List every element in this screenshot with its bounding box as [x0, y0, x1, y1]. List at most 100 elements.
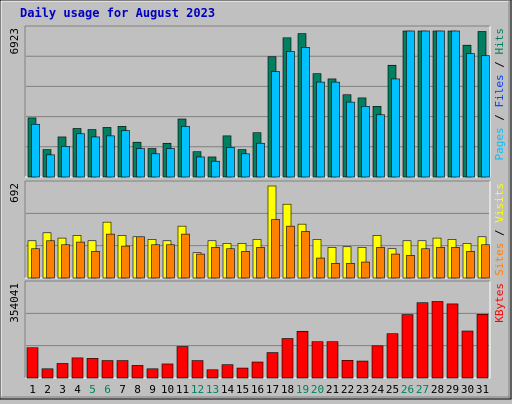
- bar-kbytes: [356, 360, 369, 379]
- bar-kbytes: [116, 360, 129, 379]
- y-max-label: 6923: [8, 28, 21, 55]
- series-sites: [31, 219, 490, 279]
- series-axis-label-part: Hits: [493, 28, 506, 55]
- x-tick-label: 17: [266, 383, 279, 396]
- bar-sites: [391, 253, 400, 279]
- bar-kbytes: [236, 367, 249, 379]
- bar-kbytes: [221, 364, 234, 379]
- bar-sites: [346, 263, 355, 279]
- x-tick-label: 3: [59, 383, 66, 396]
- bar-files: [361, 106, 370, 178]
- bar-files: [271, 71, 280, 178]
- bar-files: [331, 81, 340, 178]
- bar-files: [46, 154, 55, 178]
- bar-sites: [241, 251, 250, 279]
- x-tick-label: 8: [134, 383, 141, 396]
- x-tick-label: 2: [44, 383, 51, 396]
- bar-kbytes: [191, 360, 204, 379]
- y-max-label: 692: [8, 183, 21, 203]
- bar-sites: [436, 247, 445, 279]
- series-axis-label-part: Sites: [493, 243, 506, 276]
- bar-kbytes: [371, 345, 384, 379]
- bar-files: [121, 130, 130, 178]
- x-tick-label: 7: [119, 383, 126, 396]
- bar-kbytes: [161, 363, 174, 379]
- bar-sites: [226, 248, 235, 279]
- x-tick-label: 19: [296, 383, 309, 396]
- bar-sites: [271, 219, 280, 279]
- bar-kbytes: [296, 330, 309, 379]
- series-axis-label-part: Visits: [493, 183, 506, 223]
- bar-files: [226, 147, 235, 178]
- bar-kbytes: [101, 360, 114, 379]
- series-axis-label-part: /: [493, 108, 506, 128]
- bar-files: [481, 55, 490, 178]
- bar-sites: [136, 236, 145, 279]
- series-axis-label: Pages / Files / Hits: [493, 28, 506, 161]
- bar-kbytes: [266, 352, 279, 379]
- bar-kbytes: [476, 314, 489, 379]
- x-tick-label: 12: [191, 383, 204, 396]
- bar-kbytes: [86, 358, 99, 379]
- x-tick-label: 11: [176, 383, 189, 396]
- bar-kbytes: [311, 341, 324, 379]
- bar-sites: [361, 261, 370, 279]
- bar-files: [211, 160, 220, 178]
- bar-sites: [211, 247, 220, 279]
- x-tick-label: 10: [161, 383, 174, 396]
- x-tick-label: 31: [476, 383, 489, 396]
- x-tick-label: 20: [311, 383, 324, 396]
- bar-kbytes: [281, 338, 294, 379]
- series-axis-label-part: /: [493, 55, 506, 75]
- bar-kbytes: [71, 357, 84, 379]
- bar-files: [421, 30, 430, 178]
- bar-sites: [196, 253, 205, 279]
- bar-files: [316, 81, 325, 178]
- x-tick-label: 13: [206, 383, 219, 396]
- series-axis-label: KBytes: [493, 283, 506, 323]
- x-tick-label: 21: [326, 383, 339, 396]
- bar-sites: [121, 245, 130, 279]
- series-axis-label-part: KBytes: [493, 283, 506, 323]
- chart-title: Daily usage for August 2023: [20, 6, 215, 20]
- bar-files: [376, 114, 385, 178]
- bar-kbytes: [446, 303, 459, 379]
- bar-sites: [316, 257, 325, 279]
- bar-sites: [166, 244, 175, 279]
- bar-kbytes: [401, 314, 414, 379]
- bar-kbytes: [131, 365, 144, 379]
- x-tick-label: 6: [104, 383, 111, 396]
- bar-files: [31, 123, 40, 178]
- bar-files: [61, 146, 70, 178]
- x-tick-label: 29: [446, 383, 459, 396]
- bar-files: [451, 30, 460, 178]
- bar-files: [181, 126, 190, 178]
- bar-files: [286, 51, 295, 178]
- y-max-label: 354041: [8, 283, 21, 323]
- bar-sites: [376, 247, 385, 279]
- x-axis-labels: 1 2 3 4 5 6 7 8 9 10 11 12 13 14 15 16 17 18 19 20 21 22 23 24 2…: [29, 383, 489, 396]
- x-tick-label: 25: [386, 383, 399, 396]
- bar-files: [196, 156, 205, 178]
- series-axis-label: Sites / Visits: [493, 183, 506, 276]
- x-tick-label: 26: [401, 383, 414, 396]
- x-tick-label: 28: [431, 383, 444, 396]
- bar-sites: [76, 241, 85, 279]
- bar-files: [166, 148, 175, 178]
- bar-sites: [31, 248, 40, 279]
- chart-panels: 6923 Pages / Files / Hits 692 Sites / Visit…: [8, 25, 506, 379]
- x-tick-label: 18: [281, 383, 294, 396]
- series-files: [31, 30, 490, 178]
- x-tick-label: 23: [356, 383, 369, 396]
- bar-kbytes: [326, 341, 339, 379]
- x-tick-label: 14: [221, 383, 235, 396]
- x-tick-label: 5: [89, 383, 96, 396]
- bar-sites: [421, 248, 430, 279]
- bar-files: [106, 135, 115, 178]
- bar-files: [76, 133, 85, 178]
- bar-files: [346, 101, 355, 178]
- panel-hits: 6923 Pages / Files / Hits: [8, 25, 506, 178]
- bar-sites: [46, 240, 55, 279]
